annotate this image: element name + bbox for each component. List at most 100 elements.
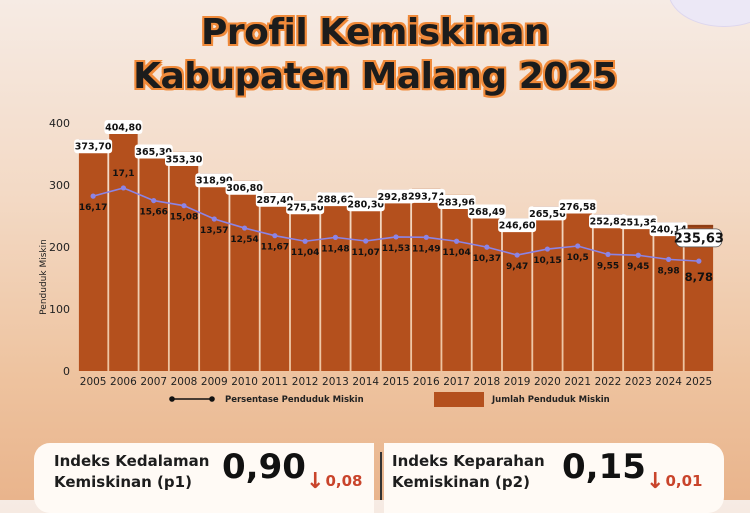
y-tick-label: 200 (49, 241, 70, 254)
x-tick-label: 2011 (261, 376, 288, 388)
bar-2006 (109, 120, 138, 371)
percentage-point-2010 (241, 225, 248, 231)
bar-2014 (351, 197, 380, 371)
bar-2015 (381, 189, 411, 371)
bar-value-label: 306,80 (226, 183, 263, 194)
percentage-point-2025 (696, 258, 702, 264)
x-tick-label: 2023 (625, 376, 652, 388)
kpi-depth-label-line-1: Indeks Kedalaman (54, 452, 210, 470)
percentage-label: 11,07 (351, 248, 379, 258)
bar-2013 (321, 192, 350, 371)
percentage-point-2014 (363, 238, 369, 244)
bar-value-label: 280,30 (347, 200, 384, 211)
bar-2008 (169, 151, 199, 371)
x-tick-label: 2005 (80, 376, 107, 388)
x-tick-label: 2008 (171, 376, 198, 388)
bar-value-label: 292,87 (378, 192, 415, 203)
x-tick-label: 2022 (595, 376, 622, 388)
x-tick-label: 2018 (473, 376, 500, 388)
bar-value-label: 365,30 (135, 147, 172, 158)
bar-value-box (467, 204, 506, 219)
page-title-line-2: Kabupaten Malang 2025 (133, 56, 617, 97)
bar-2011 (260, 192, 290, 371)
legend-bar-swatch (434, 392, 484, 407)
kpi-depth-value: 0,90 (222, 447, 306, 487)
y-tick-label: 400 (49, 117, 70, 130)
kpi-severity-delta: ↓0,01 (646, 469, 702, 494)
bar-value-label: 293,74 (408, 191, 445, 202)
legend-line-label: Persentase Penduduk Miskin (225, 395, 364, 405)
bar-value-box (225, 180, 264, 195)
bar-value-box (528, 206, 567, 221)
kpi-depth-label: Indeks Kedalaman Kemiskinan (p1) (54, 451, 209, 493)
bar-value-box (165, 151, 203, 166)
percentage-label: 9,47 (506, 262, 528, 272)
bar-2021 (563, 199, 592, 371)
percentage-point-2011 (272, 233, 278, 239)
x-tick-label: 2009 (201, 376, 228, 388)
x-tick-label: 2024 (655, 376, 682, 388)
x-tick-label: 2019 (504, 376, 531, 388)
kpi-severity-label: Indeks Keparahan Kemiskinan (p2) (392, 451, 545, 493)
kpi-card-depth-index: Indeks Kedalaman Kemiskinan (p1) 0,90 ↓0… (34, 443, 374, 513)
bar-top-2025 (684, 224, 714, 228)
kpi-depth-delta: ↓0,08 (306, 469, 362, 494)
percentage-label: 8,78 (685, 270, 713, 284)
percentage-point-2012 (302, 238, 308, 244)
percentage-point-2021 (575, 243, 581, 249)
percentage-label: 11,48 (321, 244, 349, 254)
bar-2005 (78, 139, 108, 371)
percentage-label: 11,04 (291, 248, 319, 258)
bar-2023 (624, 215, 653, 371)
poverty-chart: 0 100 200 300 400 Penduduk Miskin 2005 2006 2007… (39, 117, 724, 407)
kpi-depth-label-line-2: Kemiskinan (p1) (54, 473, 192, 491)
x-tick-label: 2012 (292, 376, 319, 388)
percentage-point-2018 (484, 244, 490, 250)
bar-2016 (412, 188, 441, 371)
bar-value-label: 404,80 (105, 122, 142, 133)
bar-value-label: 251,36 (620, 218, 657, 229)
percentage-label: 11,53 (382, 244, 410, 254)
kpi-severity-label-line-1: Indeks Keparahan (392, 452, 545, 470)
kpi-card-severity-index: Indeks Keparahan Kemiskinan (p2) 0,15 ↓0… (384, 443, 724, 513)
percentage-label: 13,57 (200, 226, 228, 236)
bar-value-box (589, 214, 627, 229)
bar-2009 (200, 173, 229, 371)
x-tick-label: 2025 (685, 376, 712, 388)
percentage-label: 16,17 (79, 203, 107, 213)
kpi-severity-value: 0,15 (562, 447, 646, 487)
percentage-label: 10,15 (533, 256, 561, 266)
bar-value-label: 373,70 (75, 142, 112, 153)
y-tick-label: 300 (49, 179, 70, 192)
bar-2012 (290, 200, 320, 371)
kpi-divider (380, 452, 382, 500)
bar-2018 (472, 204, 502, 371)
x-tick-label: 2007 (140, 376, 167, 388)
bar-value-box (195, 173, 234, 188)
percentage-label: 8,98 (657, 266, 679, 276)
legend-line-dot-start (169, 396, 175, 402)
bar-value-box (498, 218, 537, 233)
x-tick-label: 2017 (443, 376, 470, 388)
bar-value-box (407, 188, 446, 203)
page-title-line-1: Profil Kemiskinan (200, 12, 550, 53)
percentage-label: 9,55 (597, 261, 619, 271)
bar-value-label: 318,90 (196, 176, 233, 187)
percentage-label: 15,08 (170, 213, 198, 223)
y-axis-label: Penduduk Miskin (39, 239, 49, 315)
bar-value-box (134, 144, 173, 159)
x-tick-label: 2020 (534, 376, 561, 388)
y-tick-label: 100 (49, 303, 70, 316)
percentage-point-2007 (151, 197, 157, 204)
bar-value-label: 252,88 (590, 217, 627, 228)
bar-value-box (346, 197, 385, 212)
bar-2010 (230, 180, 259, 371)
bar-value-box (377, 189, 415, 204)
bar-value-box (316, 192, 355, 207)
percentage-point-2009 (211, 216, 217, 222)
bar-value-label: 268,49 (469, 207, 506, 218)
y-tick-label: 0 (63, 365, 70, 378)
percentage-point-2005 (90, 193, 96, 199)
percentage-label: 11,67 (261, 243, 289, 253)
percentage-point-2015 (393, 234, 399, 240)
